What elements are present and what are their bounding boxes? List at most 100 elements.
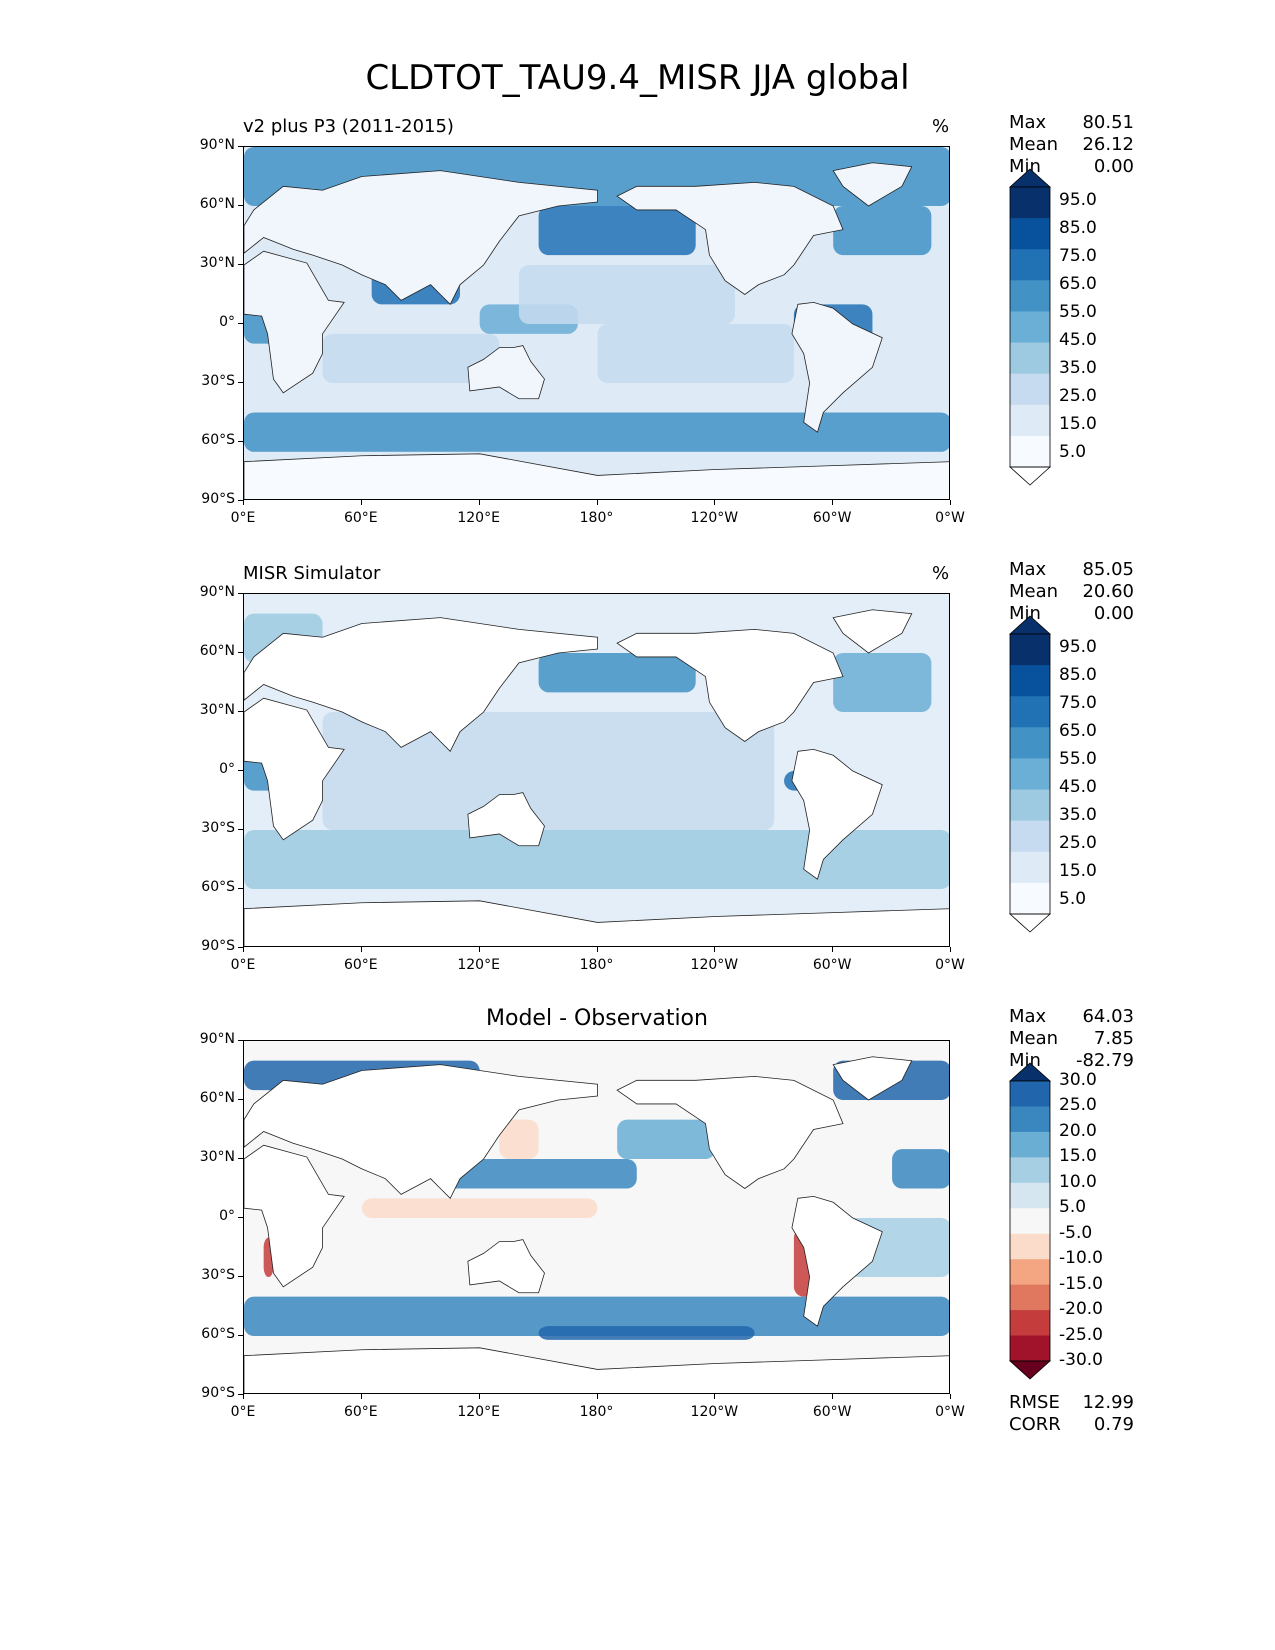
coastline: [244, 453, 949, 499]
panel-units: %: [932, 563, 950, 584]
longitude-tick-mark: [950, 500, 951, 505]
colorbar-tick-label: 15.0: [1059, 414, 1097, 434]
stat-name: Max: [1009, 1006, 1047, 1027]
latitude-tick-label: 60°S: [201, 1326, 235, 1342]
field-region: [244, 830, 949, 889]
longitude-tick-label: 120°W: [690, 957, 739, 973]
stat-row: Mean 20.60: [1009, 581, 1134, 603]
stat-name: Max: [1009, 112, 1047, 133]
colorbar-tick-label: -15.0: [1059, 1273, 1103, 1294]
colorbar-segment: [1010, 820, 1050, 853]
longitude-tick-mark: [596, 500, 598, 505]
longitude-tick-label: 120°E: [457, 1404, 500, 1420]
colorbar: [1009, 168, 1051, 486]
colorbar-segment: [1010, 342, 1050, 375]
latitude-tick-mark: [238, 441, 243, 442]
latitude-tick-mark: [238, 593, 243, 594]
latitude-tick-mark: [238, 264, 243, 265]
latitude-tick-label: 90°S: [201, 938, 235, 954]
colorbar-tick-label: 25.0: [1059, 833, 1097, 853]
colorbar-tick-label: 30.0: [1059, 1070, 1097, 1090]
field-region: [361, 1198, 598, 1218]
colorbar-tick-label: 45.0: [1059, 330, 1097, 350]
colorbar-tick-label: 5.0: [1059, 442, 1087, 462]
colorbar-tick-label: 75.0: [1059, 246, 1097, 266]
colorbar-segment: [1010, 373, 1050, 406]
latitude-tick-mark: [238, 382, 243, 383]
colorbar-segment: [1010, 1310, 1050, 1337]
field-region: [322, 712, 775, 830]
colorbar-tick-label: 25.0: [1059, 1095, 1097, 1116]
coastline: [791, 301, 883, 433]
stat-value: 80.51: [1082, 112, 1134, 133]
latitude-tick-mark: [238, 1276, 243, 1277]
colorbar-tick-label: 55.0: [1059, 302, 1097, 322]
colorbar-segment: [1010, 1259, 1050, 1286]
colorbar-segment: [1010, 696, 1050, 728]
field-region: [617, 1119, 716, 1159]
longitude-tick-label: 0°E: [230, 1404, 256, 1420]
field-region: [892, 1149, 949, 1189]
stat-row: Mean 26.12: [1009, 134, 1134, 156]
coastline: [244, 170, 598, 306]
latitude-tick-label: 90°S: [201, 491, 235, 507]
longitude-tick-mark: [714, 1394, 716, 1399]
latitude-tick-mark: [238, 711, 243, 712]
colorbar-segment: [1010, 634, 1050, 666]
longitude-tick-mark: [243, 500, 244, 505]
longitude-tick-label: 180°: [579, 957, 614, 973]
longitude-tick-mark: [360, 500, 362, 505]
latitude-tick-label: 90°N: [199, 137, 235, 153]
stat-name: Mean: [1009, 134, 1059, 155]
longitude-tick-label: 0°W: [935, 510, 965, 526]
coastline: [616, 628, 844, 742]
coastline: [467, 345, 545, 400]
stat-value: 20.60: [1082, 581, 1134, 602]
figure-title: CLDTOT_TAU9.4_MISR JJA global: [365, 58, 910, 98]
metric-name: RMSE: [1009, 1392, 1060, 1413]
longitude-tick-label: 60°W: [812, 1404, 852, 1420]
colorbar-segment: [1010, 1131, 1050, 1158]
stat-value: 26.12: [1082, 134, 1134, 155]
longitude-tick-mark: [950, 1394, 951, 1399]
latitude-tick-label: 30°N: [199, 255, 235, 271]
colorbar-segment: [1010, 435, 1050, 468]
stat-value: -82.79: [1075, 1050, 1134, 1071]
coastline: [832, 1056, 913, 1101]
longitude-tick-mark: [243, 1394, 244, 1399]
colorbar-extend-bottom: [1009, 1360, 1051, 1380]
map-svg: [244, 147, 949, 499]
colorbar-tick-label: 25.0: [1059, 386, 1097, 406]
colorbar-tick-label: 65.0: [1059, 274, 1097, 294]
map-panel-difference: [243, 1040, 950, 1394]
metric-value: 0.79: [1093, 1414, 1134, 1435]
longitude-tick-mark: [950, 947, 951, 952]
colorbar-extend-top: [1009, 1062, 1051, 1082]
field-region: [518, 265, 735, 324]
colorbar-tick-label: 55.0: [1059, 749, 1097, 769]
stat-row: Max 85.05: [1009, 559, 1134, 581]
field-region: [538, 653, 696, 693]
latitude-tick-label: 30°N: [199, 1149, 235, 1165]
field-region: [538, 206, 696, 256]
coastline: [244, 1347, 949, 1393]
latitude-tick-label: 0°: [219, 314, 235, 330]
latitude-tick-mark: [238, 1394, 243, 1395]
longitude-tick-label: 60°W: [812, 510, 852, 526]
colorbar-extend-bottom: [1009, 466, 1051, 486]
coastline: [467, 1239, 545, 1294]
latitude-tick-mark: [238, 1158, 243, 1159]
latitude-tick-mark: [238, 500, 243, 501]
colorbar-segment: [1010, 1208, 1050, 1235]
longitude-tick-mark: [832, 1394, 834, 1399]
latitude-tick-mark: [238, 323, 243, 324]
latitude-tick-mark: [238, 947, 243, 948]
field-region: [833, 206, 932, 256]
panel-label: MISR Simulator: [243, 563, 381, 584]
latitude-tick-label: 60°N: [199, 1090, 235, 1106]
map-svg: [244, 1041, 949, 1393]
colorbar-outline: [1009, 633, 1051, 915]
longitude-tick-label: 0°E: [230, 957, 256, 973]
stat-value: 0.00: [1093, 603, 1134, 624]
latitude-tick-mark: [238, 205, 243, 206]
